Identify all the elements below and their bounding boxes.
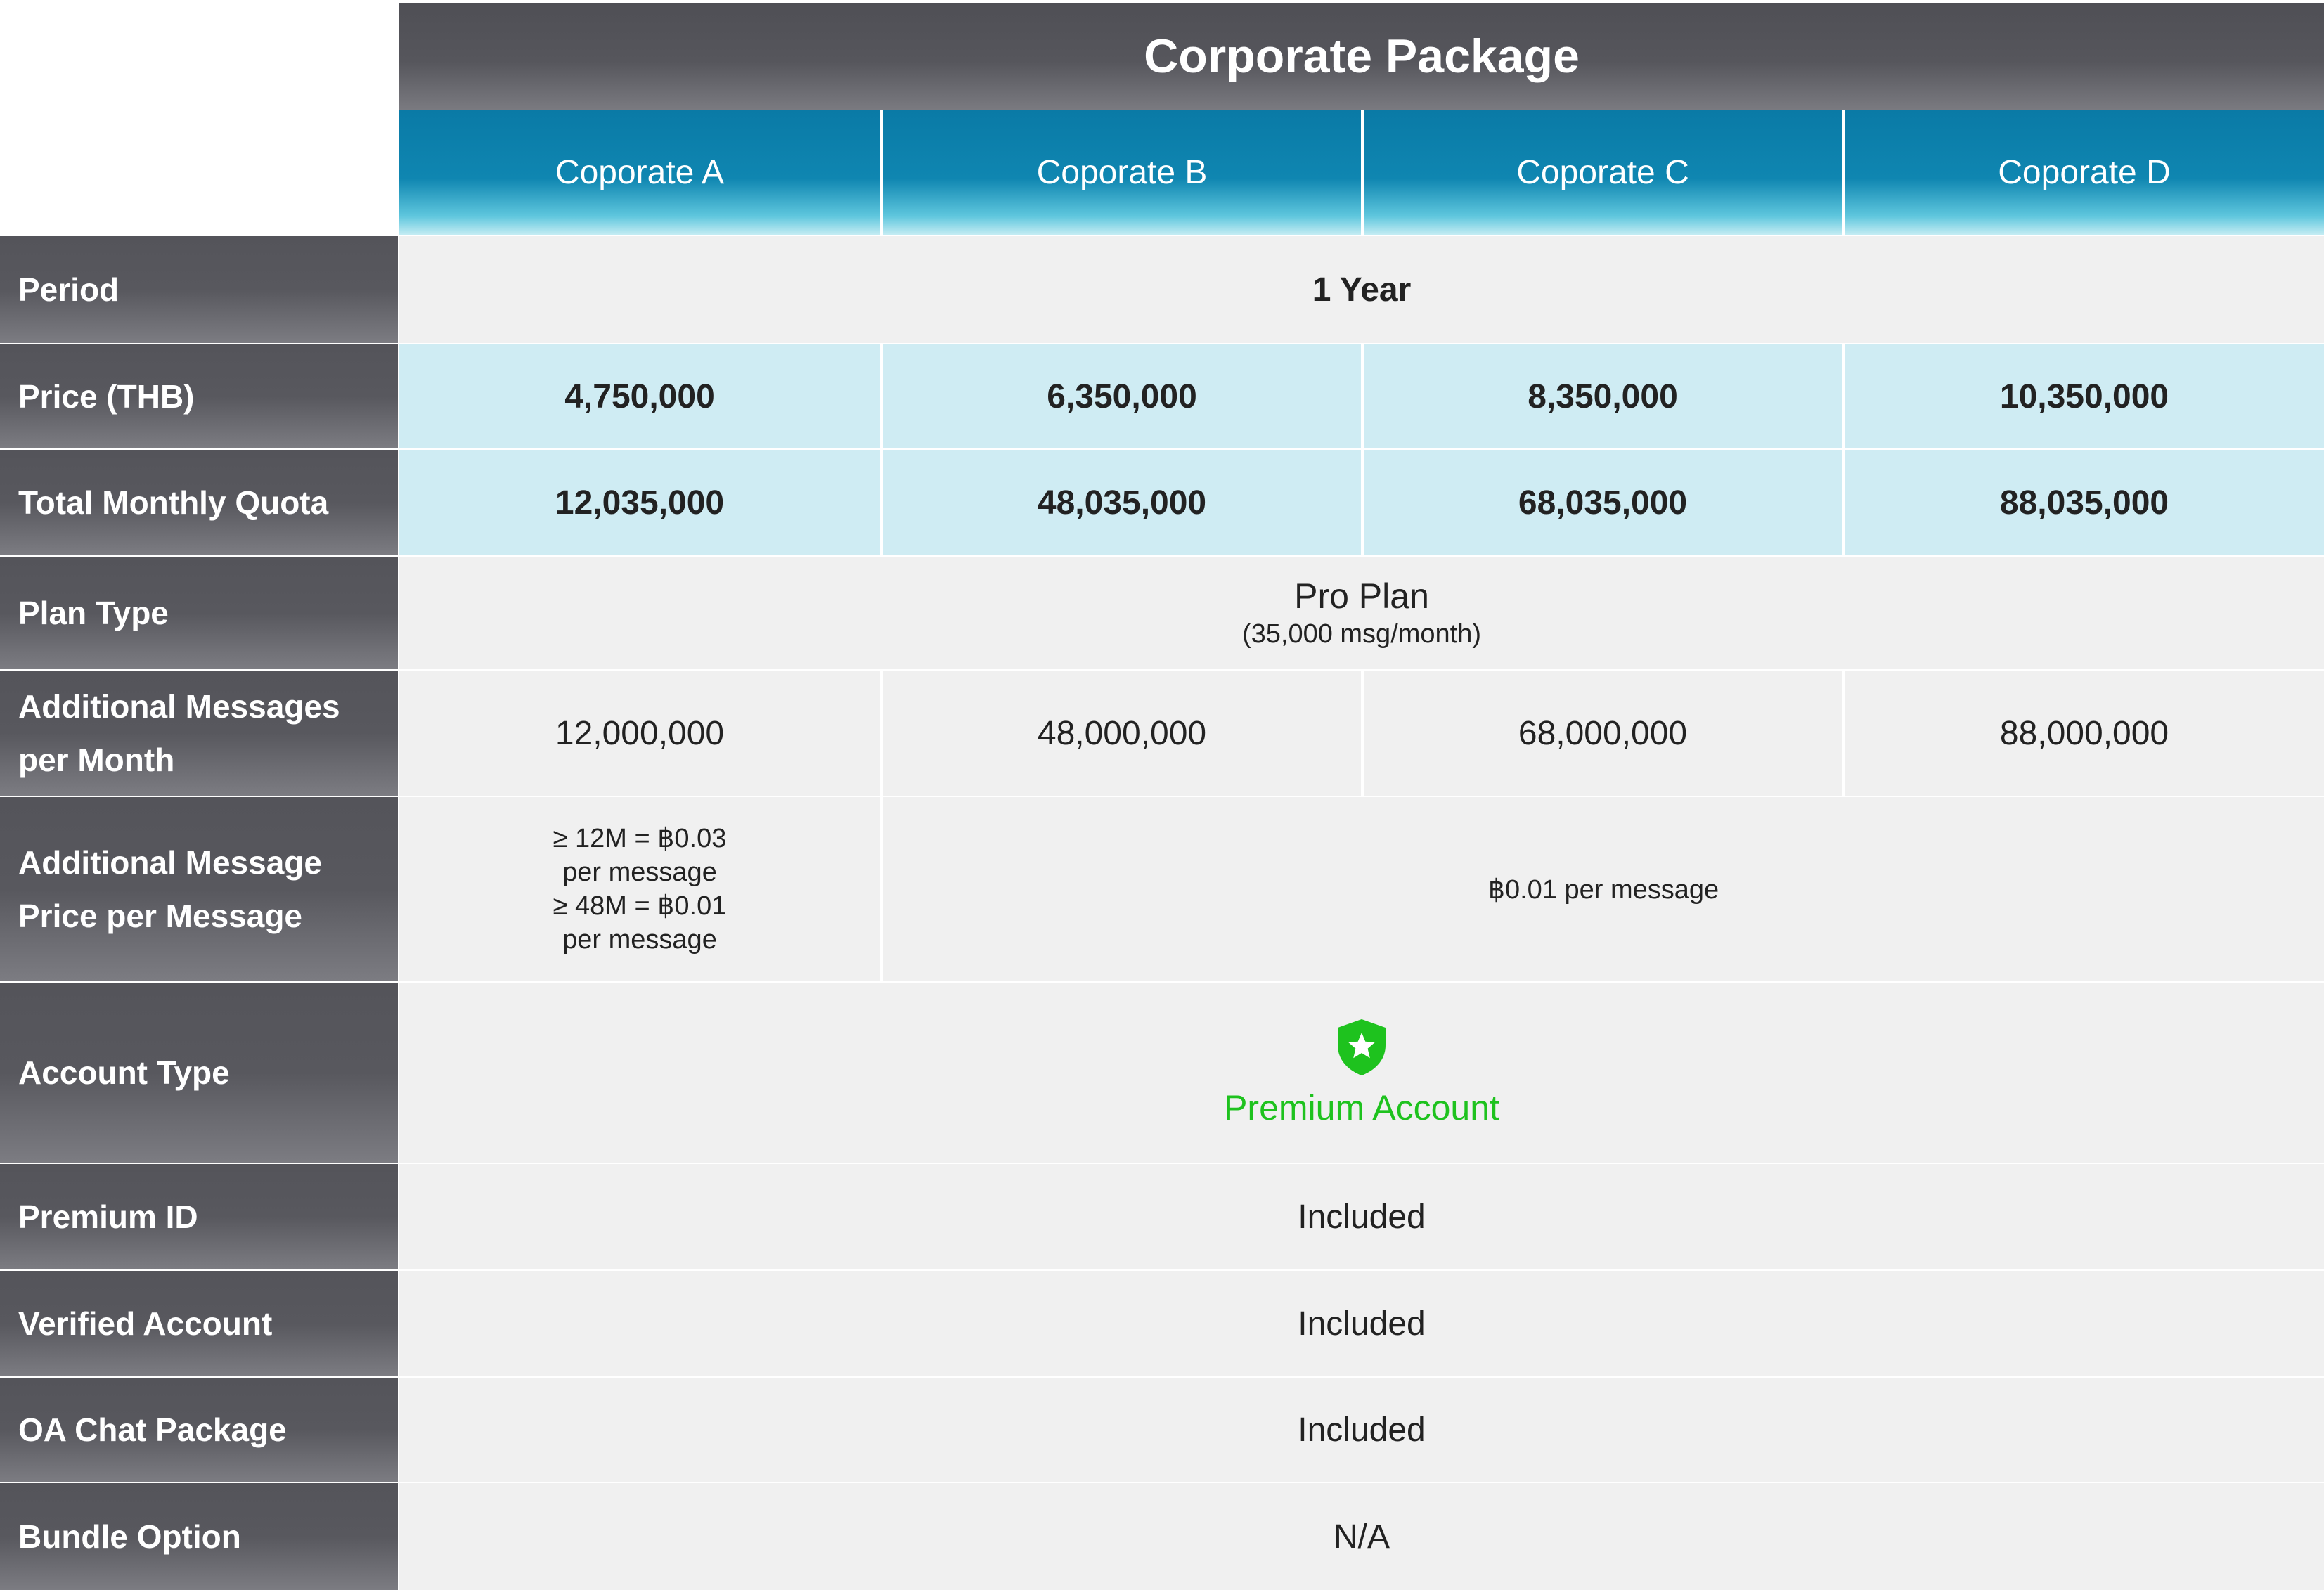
cell-price-c: 8,350,000: [1364, 344, 1842, 448]
header-divider: [1842, 110, 1845, 235]
row-label-additional-price: Additional Message Price per Message: [0, 797, 398, 981]
cell-additional-b: 48,000,000: [883, 671, 1361, 796]
row-label-quota: Total Monthly Quota: [0, 450, 398, 555]
row-label-period: Period: [0, 236, 398, 343]
cell-bundle-option: N/A: [399, 1483, 2324, 1590]
cell-account-type: Premium Account: [399, 983, 2324, 1163]
cell-premium-id: Included: [399, 1164, 2324, 1269]
cell-oa-chat: Included: [399, 1378, 2324, 1482]
column-header-a: Coporate A: [399, 110, 880, 235]
header-divider: [1361, 110, 1364, 235]
cell-additional-a: 12,000,000: [399, 671, 880, 796]
cell-period: 1 Year: [399, 236, 2324, 343]
table-title: Corporate Package: [399, 3, 2324, 110]
cell-quota-a: 12,035,000: [399, 450, 880, 555]
row-label-oa-chat: OA Chat Package: [0, 1378, 398, 1482]
cell-addprice-a: ≥ 12M = ฿0.03 per message ≥ 48M = ฿0.01 …: [399, 797, 880, 981]
cell-price-d: 10,350,000: [1845, 344, 2324, 448]
cell-addprice-others: ฿0.01 per message: [883, 797, 2324, 981]
column-header-c: Coporate C: [1364, 110, 1842, 235]
cell-quota-d: 88,035,000: [1845, 450, 2324, 555]
cell-price-a: 4,750,000: [399, 344, 880, 448]
shield-star-icon: [1338, 1019, 1386, 1075]
header-divider: [880, 110, 883, 235]
cell-quota-c: 68,035,000: [1364, 450, 1842, 555]
cell-additional-c: 68,000,000: [1364, 671, 1842, 796]
cell-quota-b: 48,035,000: [883, 450, 1361, 555]
cell-price-b: 6,350,000: [883, 344, 1361, 448]
cell-plan-type: Pro Plan (35,000 msg/month): [399, 557, 2324, 669]
row-label-plan-type: Plan Type: [0, 557, 398, 669]
row-label-price: Price (THB): [0, 344, 398, 448]
row-label-bundle-option: Bundle Option: [0, 1483, 398, 1590]
row-label-account-type: Account Type: [0, 983, 398, 1163]
row-label-additional-messages: Additional Messages per Month: [0, 671, 398, 796]
row-label-verified-account: Verified Account: [0, 1271, 398, 1376]
column-header-b: Coporate B: [883, 110, 1361, 235]
row-label-premium-id: Premium ID: [0, 1164, 398, 1269]
column-header-d: Coporate D: [1845, 110, 2324, 235]
cell-additional-d: 88,000,000: [1845, 671, 2324, 796]
cell-verified-account: Included: [399, 1271, 2324, 1376]
